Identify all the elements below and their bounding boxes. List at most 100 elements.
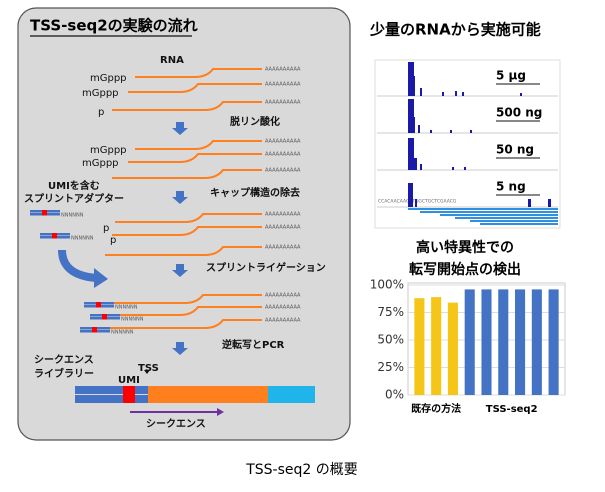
rna-strand (128, 153, 262, 163)
poly-a: AAAAAAAAAA (265, 67, 301, 73)
cap-label: mGppp (82, 158, 119, 169)
step-label: キャップ構造の除去 (210, 186, 300, 199)
library-label: シークエンス (34, 354, 94, 366)
umi-n: NNNNNN (71, 236, 94, 242)
bar (431, 297, 442, 395)
track-bar (418, 125, 420, 133)
rna-strand (135, 68, 262, 78)
track-bar (420, 164, 422, 170)
poly-a: AAAAAAAAAA (265, 293, 301, 299)
track-bar (415, 199, 417, 207)
track-bar (464, 167, 466, 170)
adapter-label: UMIを含む (48, 179, 100, 192)
insert-segment (148, 386, 268, 403)
bar (481, 289, 492, 395)
rna-strand (112, 306, 262, 316)
umi-n: NNNNNN (115, 305, 138, 311)
bar (414, 298, 425, 395)
amount-label: 50 ng (496, 143, 534, 157)
read (470, 220, 558, 222)
read (420, 211, 558, 213)
poly-a: AAAAAAAAAA (265, 212, 301, 218)
cap-label: mGppp (90, 73, 127, 84)
p-label: p (110, 235, 116, 246)
bar (531, 289, 542, 395)
y-tick-label: 25% (377, 360, 404, 374)
umi-label: UMI (118, 375, 140, 386)
adapter-umi (96, 302, 101, 308)
group-label: 既存の方法 (411, 402, 461, 415)
sequence-arrowhead (217, 408, 224, 416)
rna-strand (135, 140, 262, 150)
track-bar (462, 92, 464, 96)
read (440, 214, 558, 216)
step-arrow (172, 122, 188, 135)
rna-strand (105, 246, 262, 256)
rna-label: RNA (160, 55, 184, 66)
track-bar (414, 158, 417, 170)
poly-a: AAAAAAAAAA (265, 100, 301, 106)
adapter-umi (102, 314, 107, 320)
adapter-umi (42, 210, 47, 216)
y-tick-label: 0% (385, 388, 404, 402)
poly-a: AAAAAAAAAA (265, 305, 301, 311)
bar (464, 289, 475, 395)
step-arrow (172, 191, 188, 204)
read (455, 217, 558, 219)
amount-label: 5 ng (496, 180, 526, 194)
track-bar (408, 183, 413, 207)
amount-label: 500 ng (496, 106, 542, 120)
rna-strand (108, 294, 262, 304)
poly-a: AAAAAAAAAA (265, 139, 301, 145)
adapter-label: スプリントアダプター (24, 192, 124, 205)
rna-strand (112, 226, 262, 236)
amount-label: 5 µg (496, 69, 526, 83)
track-bar (408, 99, 414, 133)
read (408, 208, 558, 210)
sequence-text: CCACAACAAGATGGCTGCTCGAACG (378, 199, 457, 205)
big-arrow (58, 249, 97, 282)
step-label: 逆転写とPCR (222, 338, 285, 351)
read (480, 223, 558, 225)
group-label: TSS-seq2 (486, 404, 538, 415)
rna-strand (115, 213, 262, 223)
umi-n: NNNNNN (121, 317, 144, 323)
track-bar (442, 92, 444, 96)
step-arrow (172, 342, 188, 355)
track-bar (528, 199, 531, 207)
track-bar (470, 130, 472, 133)
track-bar (430, 130, 432, 133)
track-bar (420, 88, 422, 96)
step-label: スプリントライゲーション (206, 261, 326, 274)
poly-a: AAAAAAAAAA (265, 82, 301, 88)
step-arrow (172, 264, 188, 277)
left-title: TSS-seq2の実験の流れ (30, 17, 198, 35)
adapter-segment (268, 386, 315, 403)
tss-label: TSS (138, 363, 159, 374)
track-bar (450, 130, 452, 133)
caption: TSS-seq2 の概要 (245, 462, 358, 478)
poly-a: AAAAAAAAAA (265, 168, 301, 174)
track-bar (520, 93, 522, 96)
rna-strand (128, 83, 262, 93)
cap-label: mGppp (82, 88, 119, 99)
rna-strand (105, 319, 262, 329)
poly-a: AAAAAAAAAA (265, 152, 301, 158)
track-bar (455, 91, 457, 96)
rna-strand (112, 101, 262, 111)
track-bar (452, 167, 454, 170)
rna-strand (112, 169, 262, 179)
umi-n: NNNNNN (61, 213, 84, 219)
chart-title: 高い特異性での (416, 239, 514, 256)
umi-n: NNNNNN (111, 330, 134, 336)
poly-a: AAAAAAAAAA (265, 318, 301, 324)
p-label: p (103, 223, 109, 234)
poly-a: AAAAAAAAAA (265, 225, 301, 231)
chart-title: 転写開始点の検出 (409, 261, 521, 278)
p-label: p (98, 107, 104, 118)
track-bar (408, 62, 414, 96)
y-tick-label: 75% (377, 305, 404, 319)
bar (548, 289, 559, 395)
adapter-umi (92, 327, 97, 333)
